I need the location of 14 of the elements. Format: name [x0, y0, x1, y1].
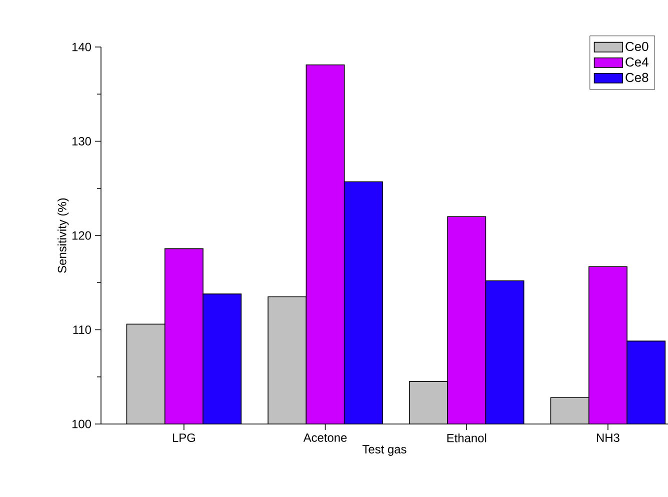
y-tick-label: 130 — [72, 137, 92, 146]
x-tick-label: Ethanol — [447, 434, 486, 442]
y-tick-label: 140 — [72, 42, 92, 52]
legend-label: Ce8 — [626, 72, 648, 82]
legend-label: Ce4 — [626, 57, 648, 67]
x-axis-title: Test gas — [362, 445, 406, 456]
x-tick-label: NH3 — [596, 434, 620, 442]
y-tick-label: 120 — [72, 231, 92, 240]
y-axis-title: Sensitivity (%) — [58, 198, 69, 273]
x-tick-label: LPG — [172, 434, 196, 442]
legend-label: Ce0 — [626, 42, 648, 52]
y-tick-label: 110 — [73, 326, 92, 334]
y-tick-label: 100 — [72, 420, 92, 428]
x-tick-label: Acetone — [303, 434, 347, 442]
